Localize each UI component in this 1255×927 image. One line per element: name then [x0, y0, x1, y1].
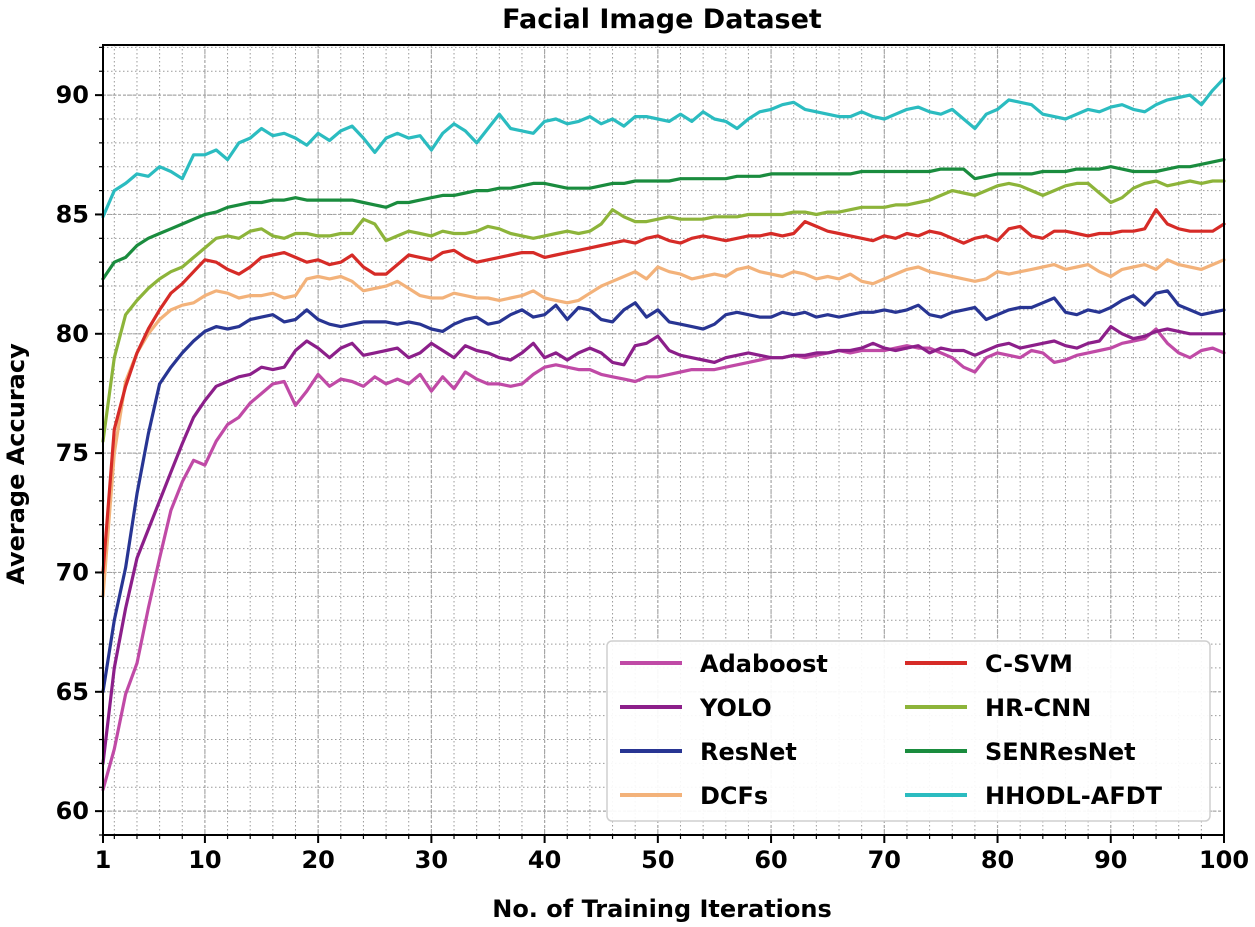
y-tick-label: 85	[56, 200, 89, 228]
y-axis-label: Average Accuracy	[2, 343, 30, 585]
legend-label-adaboost: Adaboost	[700, 650, 828, 678]
legend-label-dcfs: DCFs	[700, 782, 768, 810]
y-tick-label: 75	[56, 439, 89, 467]
x-tick-label: 1	[95, 846, 112, 874]
x-tick-label: 70	[868, 846, 901, 874]
y-tick-label: 80	[56, 320, 89, 348]
x-tick-label: 90	[1094, 846, 1127, 874]
y-tick-label: 65	[56, 678, 89, 706]
x-tick-label: 50	[641, 846, 674, 874]
series-line-yolo	[101, 325, 1226, 766]
series-layer	[101, 76, 1226, 792]
series-line-hr-cnn	[101, 179, 1226, 443]
legend-label-c-svm: C-SVM	[985, 650, 1073, 678]
series-line-c-svm	[101, 208, 1226, 575]
series-line-adaboost	[101, 327, 1226, 792]
x-axis-label: No. of Training Iterations	[492, 895, 832, 923]
legend-label-senresnet: SENResNet	[985, 738, 1136, 766]
x-tick-label: 100	[1199, 846, 1249, 874]
y-axis: 60 65 70 75 80 85 90	[56, 46, 103, 836]
x-tick-label: 40	[528, 846, 561, 874]
x-tick-label: 10	[188, 846, 221, 874]
y-tick-label: 90	[56, 81, 89, 109]
x-tick-label: 20	[301, 846, 334, 874]
legend-label-yolo: YOLO	[699, 694, 772, 722]
plot-frame	[102, 44, 1225, 836]
legend-box	[606, 640, 1211, 822]
chart-title: Facial Image Dataset	[502, 4, 822, 35]
x-tick-label: 30	[415, 846, 448, 874]
series-line-dcfs	[101, 258, 1226, 598]
series-line-resnet	[101, 289, 1226, 694]
x-axis: 1 10 20 30 40 50 60 70 80 90 100	[95, 835, 1249, 874]
x-tick-label: 80	[981, 846, 1014, 874]
legend: Adaboost YOLO ResNet DCFs C-SVM HR-CNN SENResN…	[606, 640, 1211, 822]
legend-label-hr-cnn: HR-CNN	[985, 694, 1091, 722]
x-tick-label: 60	[754, 846, 787, 874]
legend-label-resnet: ResNet	[700, 738, 797, 766]
series-line-hhodl-afdt	[101, 76, 1226, 219]
y-tick-label: 70	[56, 558, 89, 586]
y-tick-label: 60	[56, 797, 89, 825]
legend-label-hhodl-afdt: HHODL-AFDT	[985, 782, 1163, 810]
series-line-senresnet	[101, 158, 1226, 281]
